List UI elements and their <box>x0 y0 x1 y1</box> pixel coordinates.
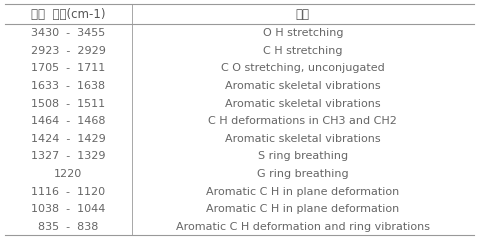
Text: C H stretching: C H stretching <box>263 46 342 56</box>
Text: S ring breathing: S ring breathing <box>258 152 348 162</box>
Text: 1038  -  1044: 1038 - 1044 <box>31 204 105 214</box>
Text: G ring breathing: G ring breathing <box>257 169 349 179</box>
Text: Aromatic skeletal vibrations: Aromatic skeletal vibrations <box>225 134 381 144</box>
Text: 1116  -  1120: 1116 - 1120 <box>31 187 105 197</box>
Text: 피크  위치(cm-1): 피크 위치(cm-1) <box>31 8 105 21</box>
Text: Aromatic C H deformation and ring vibrations: Aromatic C H deformation and ring vibrat… <box>176 222 430 232</box>
Text: 1705  -  1711: 1705 - 1711 <box>31 63 105 73</box>
Text: C H deformations in CH3 and CH2: C H deformations in CH3 and CH2 <box>208 116 397 126</box>
Text: Aromatic skeletal vibrations: Aromatic skeletal vibrations <box>225 81 381 91</box>
Text: 1220: 1220 <box>54 169 82 179</box>
Text: 1508  -  1511: 1508 - 1511 <box>31 99 105 109</box>
Text: C O stretching, unconjugated: C O stretching, unconjugated <box>221 63 385 73</box>
Text: 2923  -  2929: 2923 - 2929 <box>31 46 105 56</box>
Text: Aromatic C H in plane deformation: Aromatic C H in plane deformation <box>206 204 399 214</box>
Text: 1464  -  1468: 1464 - 1468 <box>31 116 105 126</box>
Text: 1327  -  1329: 1327 - 1329 <box>31 152 105 162</box>
Text: Aromatic skeletal vibrations: Aromatic skeletal vibrations <box>225 99 381 109</box>
Text: 835  -  838: 835 - 838 <box>38 222 98 232</box>
Text: 3430  -  3455: 3430 - 3455 <box>31 28 105 38</box>
Text: Aromatic C H in plane deformation: Aromatic C H in plane deformation <box>206 187 399 197</box>
Text: 1424  -  1429: 1424 - 1429 <box>31 134 105 144</box>
Text: O H stretching: O H stretching <box>262 28 343 38</box>
Text: 1633  -  1638: 1633 - 1638 <box>31 81 105 91</box>
Text: 설명: 설명 <box>296 8 310 21</box>
